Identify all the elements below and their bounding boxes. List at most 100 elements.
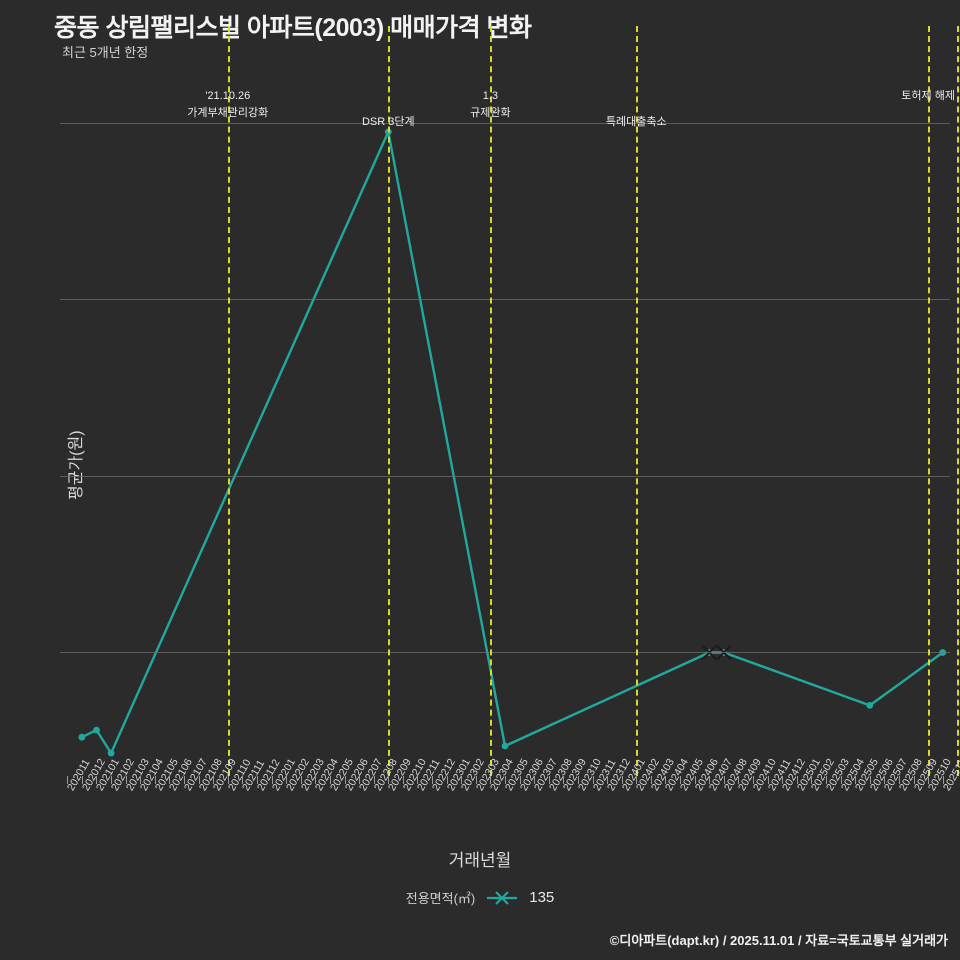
x-axis-tick [884,776,886,784]
event-vline [957,26,960,776]
event-vline [928,26,931,776]
chart-legend: 전용면적(㎡) 135 [0,888,960,907]
y-gridline [60,652,950,654]
event-annotation: DSR 3단계 [362,114,415,131]
x-axis-tick [621,776,623,784]
x-axis-tick [461,776,463,784]
x-axis-tick [154,776,156,784]
x-axis-tick [475,776,477,784]
x-axis-tick [607,776,609,784]
x-axis: 202011 202012 202101 202102 202103 202104 2021… [60,757,960,836]
x-axis-tick [402,776,404,784]
event-annotation: '21.10.26 가계부채관리강화 [187,88,268,122]
x-axis-tick [125,776,127,784]
event-annotation: 특례대출축소 [606,114,667,131]
x-axis-tick [855,776,857,784]
x-axis-tick [753,776,755,784]
x-axis-tick [169,776,171,784]
x-axis-tick [81,776,83,784]
legend-title: 전용면적(㎡) [405,891,476,906]
data-point-marker [501,742,509,750]
x-axis-tick [67,776,69,784]
x-axis-tick [373,776,375,784]
x-axis-tick [286,776,288,784]
x-axis-tick [490,776,492,784]
page-subtitle: 최근 5개년 한정 [62,45,149,60]
x-cross-marker-icon [485,890,519,906]
x-axis-tick [256,776,258,784]
x-axis-tick [869,776,871,784]
x-axis-tick [592,776,594,784]
footer-credit: ©디아파트(dapt.kr) / 2025.11.01 / 자료=국토교통부 실… [609,933,948,948]
x-axis-tick [840,776,842,784]
event-vline [388,26,391,776]
x-axis-tick [242,776,244,784]
event-annotation-text: 가계부채관리강화 [187,107,269,120]
x-axis-tick [315,776,317,784]
x-axis-tick [548,776,550,784]
x-axis-tick [359,776,361,784]
x-axis-tick [329,776,331,784]
x-axis-tick [213,776,215,784]
price-line [81,130,944,755]
event-annotation: 토허제 해제 [901,88,955,105]
x-axis-tick [665,776,667,784]
x-axis-tick [577,776,579,784]
data-point-marker [866,702,874,709]
x-axis-tick [942,776,944,784]
x-axis-tick [738,776,740,784]
event-annotation-date: 1.3 [482,90,499,102]
event-vline [490,26,493,776]
x-axis-tick [505,776,506,784]
x-axis-tick [111,776,113,784]
y-gridline [60,122,950,124]
x-axis-tick [96,776,98,784]
data-point-marker [78,733,86,741]
x-axis-tick [563,776,565,784]
legend-value: 135 [529,889,555,906]
x-axis-tick [680,776,682,784]
x-axis-tick [432,776,434,784]
x-axis-tick [767,776,769,784]
event-vline [227,26,230,776]
x-axis-tick [344,776,346,784]
price-line-series [78,128,947,757]
x-axis-tick [694,776,696,784]
x-axis-tick [928,776,930,784]
event-annotation-text: 토허제 해제 [901,90,955,102]
x-axis-tick [636,776,638,784]
event-annotation-text: DSR 3단계 [361,116,415,128]
event-annotation-text: 규제완화 [470,107,511,120]
x-axis-tick [534,776,536,784]
event-annotation-date: '21.10.26 [205,90,251,102]
y-gridline [60,475,950,477]
x-axis-title: 거래년월 [448,851,512,870]
x-axis-tick [811,776,813,784]
x-axis-tick [227,776,229,784]
event-vline [636,26,639,776]
x-axis-tick [140,776,142,784]
event-annotation-text: 특례대출축소 [605,116,667,128]
data-point-marker [93,726,100,734]
x-axis-tick [898,776,900,784]
x-axis-tick [796,776,798,784]
y-gridline [60,299,950,301]
x-axis-tick [913,776,915,784]
x-axis-tick [271,776,273,784]
x-axis-tick [650,776,652,784]
x-axis-tick [782,776,784,784]
data-point-marker [107,749,115,757]
x-axis-tick [446,776,448,784]
x-axis-tick [300,776,302,784]
x-axis-tick [825,776,827,784]
x-axis-tick [519,776,521,784]
event-annotation: 1.3 규제완화 [470,88,510,122]
x-axis-tick [709,776,711,784]
x-axis-tick [184,776,186,784]
x-axis-tick [198,776,200,784]
x-axis-tick [417,776,419,784]
x-axis-tick [723,776,725,784]
x-axis-tick [388,776,390,784]
page-title: 중동 상림팰리스빌 아파트(2003) 매매가격 변화 [54,14,532,42]
